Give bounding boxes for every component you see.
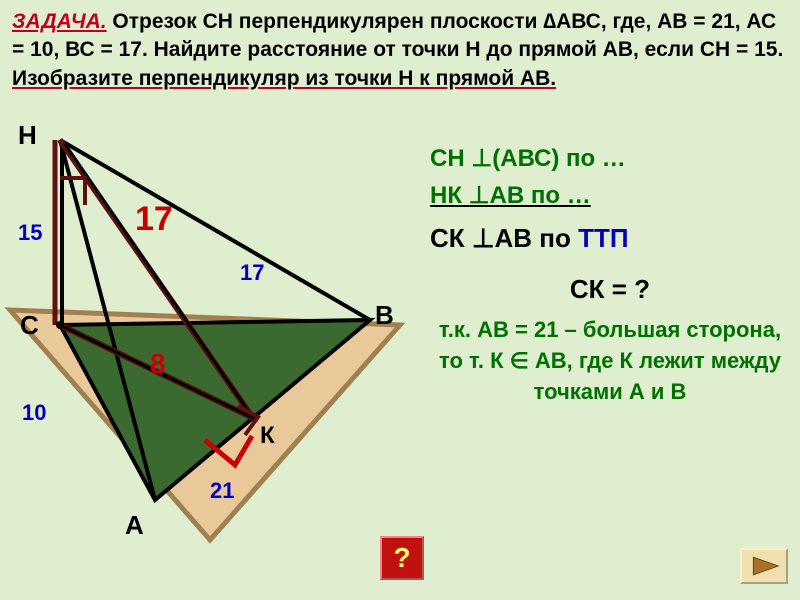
label-17b: 17 — [240, 260, 264, 286]
label-17a: 17 — [135, 200, 173, 239]
proof-line2: НК ⊥АВ по … — [430, 177, 790, 214]
label-8: 8 — [150, 348, 166, 380]
edge-hb — [60, 140, 370, 320]
task-text-underlined: Изобразите перпендикуляр из точки Н к пр… — [12, 67, 556, 90]
proof-column: СН ⊥(АВС) по … НК ⊥АВ по … СК ⊥АВ по ТТП… — [430, 140, 790, 407]
label-21: 21 — [210, 478, 234, 504]
task-label: ЗАДАЧА. — [12, 10, 107, 33]
vertex-b: В — [375, 300, 394, 331]
question-icon: ? — [393, 542, 410, 574]
proof-line3-ttp: ТТП — [578, 223, 628, 253]
diagram: Н С А В К 15 17 17 8 10 21 — [0, 110, 420, 580]
vertex-c: С — [20, 310, 39, 341]
proof-line3: СК ⊥АВ по ТТП — [430, 218, 790, 258]
nav-next-button[interactable] — [740, 548, 788, 584]
task-header: ЗАДАЧА. Отрезок СН перпендикулярен плоск… — [0, 0, 800, 97]
label-10: 10 — [22, 400, 46, 426]
diagram-svg — [0, 110, 420, 580]
proof-line1: СН ⊥(АВС) по … — [430, 140, 790, 177]
answer-button[interactable]: ? — [380, 536, 424, 580]
point-c-dot — [56, 321, 64, 329]
vertex-h: Н — [18, 120, 37, 151]
vertex-k: К — [260, 422, 275, 450]
proof-desc: т.к. АВ = 21 – большая сторона, то т. К … — [430, 315, 790, 407]
vertex-a: А — [125, 510, 144, 541]
proof-line4: СК = ? — [430, 269, 790, 309]
label-15: 15 — [18, 220, 42, 246]
task-text-plain: Отрезок СН перпендикулярен плоскости ∆АВ… — [12, 10, 783, 61]
triangle-right-icon — [742, 550, 786, 582]
proof-line3-a: СК ⊥АВ по — [430, 223, 578, 253]
